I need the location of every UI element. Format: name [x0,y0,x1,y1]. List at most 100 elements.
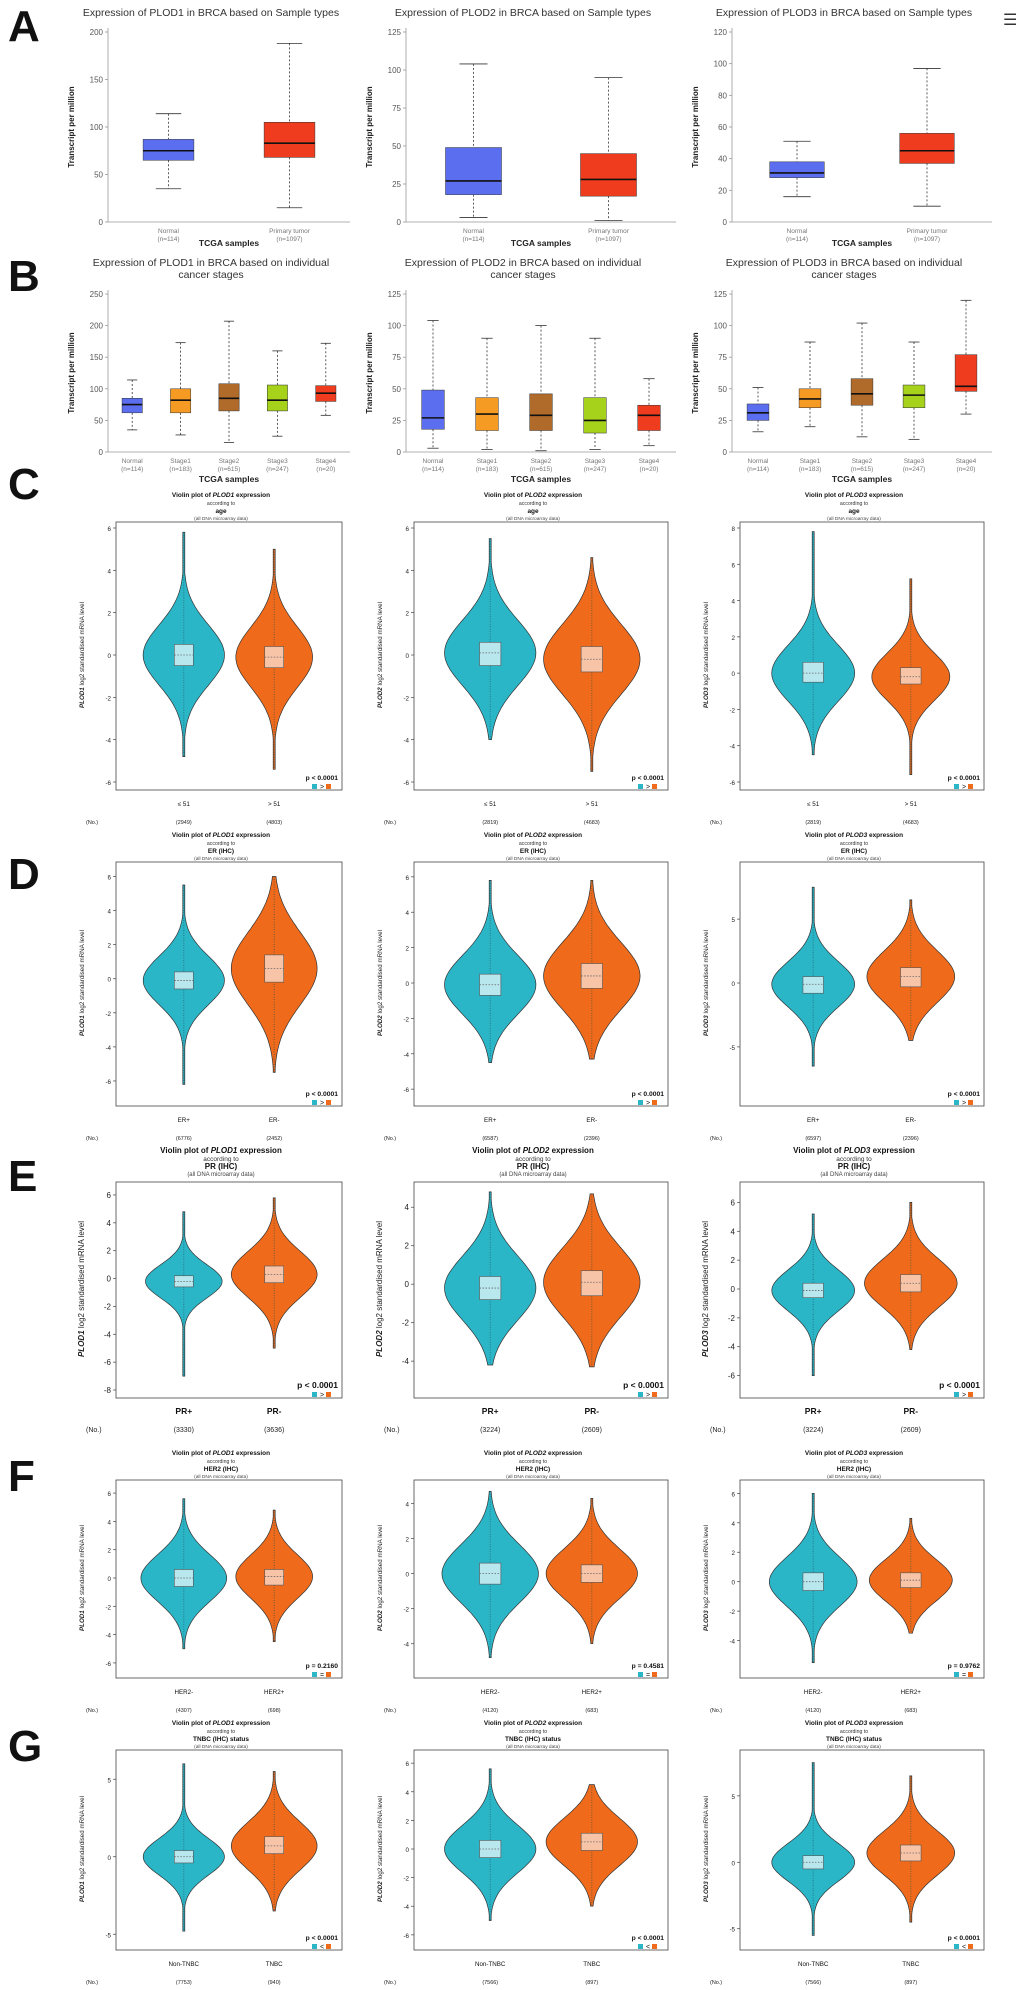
x-group-count: (4307) [176,1708,192,1714]
y-tick-label: 25 [392,416,401,425]
y-tick-label: -6 [104,1358,112,1367]
y-tick-label: -4 [728,1343,736,1352]
violin-subtitle: according to [840,1729,868,1735]
x-group-count: (3224) [803,1427,823,1434]
y-tick-label: 2 [406,1818,410,1825]
violin-box [479,1840,502,1858]
chart-4: Expression of PLOD1 in BRCA based on ind… [67,257,350,484]
chart-7: Violin plot of PLOD1 expression according… [79,492,343,826]
violin-source: (all DNA microarray data) [827,1744,881,1750]
legend-swatch-1 [312,1392,317,1397]
box-normal [769,161,825,178]
violin-factor: HER2 (IHC) [837,1466,871,1473]
x-tick-count: (n=114) [747,466,769,473]
x-tick-count: (n=615) [851,466,874,473]
x-group-count: (2819) [482,820,498,826]
box-stage4 [637,404,661,431]
y-axis-label: PLOD3 log2 standardised mRNA level [701,1221,710,1357]
violin-source: (all DNA microarray data) [827,856,881,862]
chart-10: Violin plot of PLOD1 expression according… [79,832,343,1142]
chart-title: Expression of PLOD2 in BRCA based on ind… [405,257,641,281]
plot-frame [739,1479,985,1679]
x-tick-label: Normal [122,458,144,465]
y-tick-label: 0 [723,218,728,227]
legend-swatch-2 [326,1100,331,1105]
box-stage4 [954,354,978,392]
y-tick-label: 2 [108,943,112,950]
y-tick-label: -4 [105,1633,111,1640]
y-tick-label: 150 [90,76,104,85]
comparison-sign: = [646,1672,650,1679]
hamburger-menu-icon[interactable]: ☰ [1003,12,1018,29]
legend-swatch-1 [312,1100,317,1105]
y-tick-label: 5 [732,1794,736,1801]
legend-swatch-2 [968,784,973,789]
x-group-label: PR- [267,1406,282,1416]
violin-source: (all DNA microarray data) [506,1744,560,1750]
y-tick-label: 50 [94,171,103,180]
y-tick-label: 0 [732,1580,736,1587]
violin-source: (all DNA microarray data) [827,516,881,522]
x-tick-count: (n=114) [786,236,808,243]
x-group-count: (2452) [266,1136,282,1142]
panel-label-f: F [8,1452,35,1501]
violin-source: (all DNA microarray data) [194,1744,248,1750]
plot-frame [115,861,343,1107]
y-tick-label: 2 [107,1247,112,1256]
p-value: p < 0.0001 [297,1380,338,1390]
y-axis-label: PLOD1 log2 standardised mRNA level [79,930,86,1036]
panel-label-c: C [8,460,40,509]
violin-source: (all DNA microarray data) [827,1474,881,1480]
violin-subtitle: according to [207,1459,235,1465]
y-tick-label: -6 [729,780,735,787]
x-tick-count: (n=615) [218,466,241,473]
x-group-label: PR+ [805,1406,822,1416]
legend-swatch-2 [326,784,331,789]
x-tick-count: (n=247) [903,466,926,473]
x-group-label: PR- [584,1406,599,1416]
x-tick-label: Primary tumor [269,228,311,235]
x-tick-count: (n=247) [584,466,607,473]
y-tick-label: 100 [90,385,104,394]
count-label: (No.) [710,1980,722,1986]
legend-swatch-1 [638,1100,643,1105]
y-tick-label: 0 [731,1285,736,1294]
y-tick-label: 2 [406,946,410,953]
x-axis-label: TCGA samples [199,238,259,248]
y-tick-label: -2 [729,1609,735,1616]
panel-label-d: D [8,850,40,899]
legend-swatch-1 [954,1944,959,1949]
chart-6: Expression of PLOD3 in BRCA based on ind… [691,257,992,484]
x-group-count: (4120) [805,1708,821,1714]
y-tick-label: 100 [388,66,402,75]
chart-14: Violin plot of PLOD2 expressionaccording… [375,1146,669,1434]
violin-source: (all DNA microarray data) [187,1172,254,1178]
y-tick-label: -5 [729,1927,735,1934]
x-group-count: (4683) [903,820,919,826]
y-tick-label: -6 [403,780,409,787]
x-tick-label: Stage1 [170,458,191,465]
legend-swatch-2 [652,1944,657,1949]
y-tick-label: 2 [405,1242,410,1251]
chart-19: Violin plot of PLOD1 expression according… [79,1720,343,1986]
chart-9: Violin plot of PLOD3 expression according… [703,492,985,826]
p-value: p < 0.0001 [948,1091,981,1098]
violin-factor: PR (IHC) [517,1162,550,1171]
y-tick-label: -4 [729,744,735,751]
violin-title: Violin plot of PLOD2 expression [484,1720,582,1727]
y-tick-label: 6 [732,562,736,569]
chart-5: Expression of PLOD2 in BRCA based on ind… [365,257,676,484]
box-normal [142,139,195,161]
plot-frame [413,1749,669,1951]
violin-title: Violin plot of PLOD1 expression [160,1146,282,1155]
box-stage3 [266,384,288,412]
violin-subtitle: according to [836,1156,872,1163]
comparison-sign: > [646,784,650,791]
comparison-sign: < [646,1944,650,1951]
plot-frame [115,1181,343,1399]
y-axis-label: PLOD2 log2 standardised mRNA level [377,602,384,708]
violin-title: Violin plot of PLOD2 expression [472,1146,594,1155]
x-group-label: HER2- [174,1689,193,1696]
plot-frame [413,1479,669,1679]
legend-swatch-2 [652,784,657,789]
